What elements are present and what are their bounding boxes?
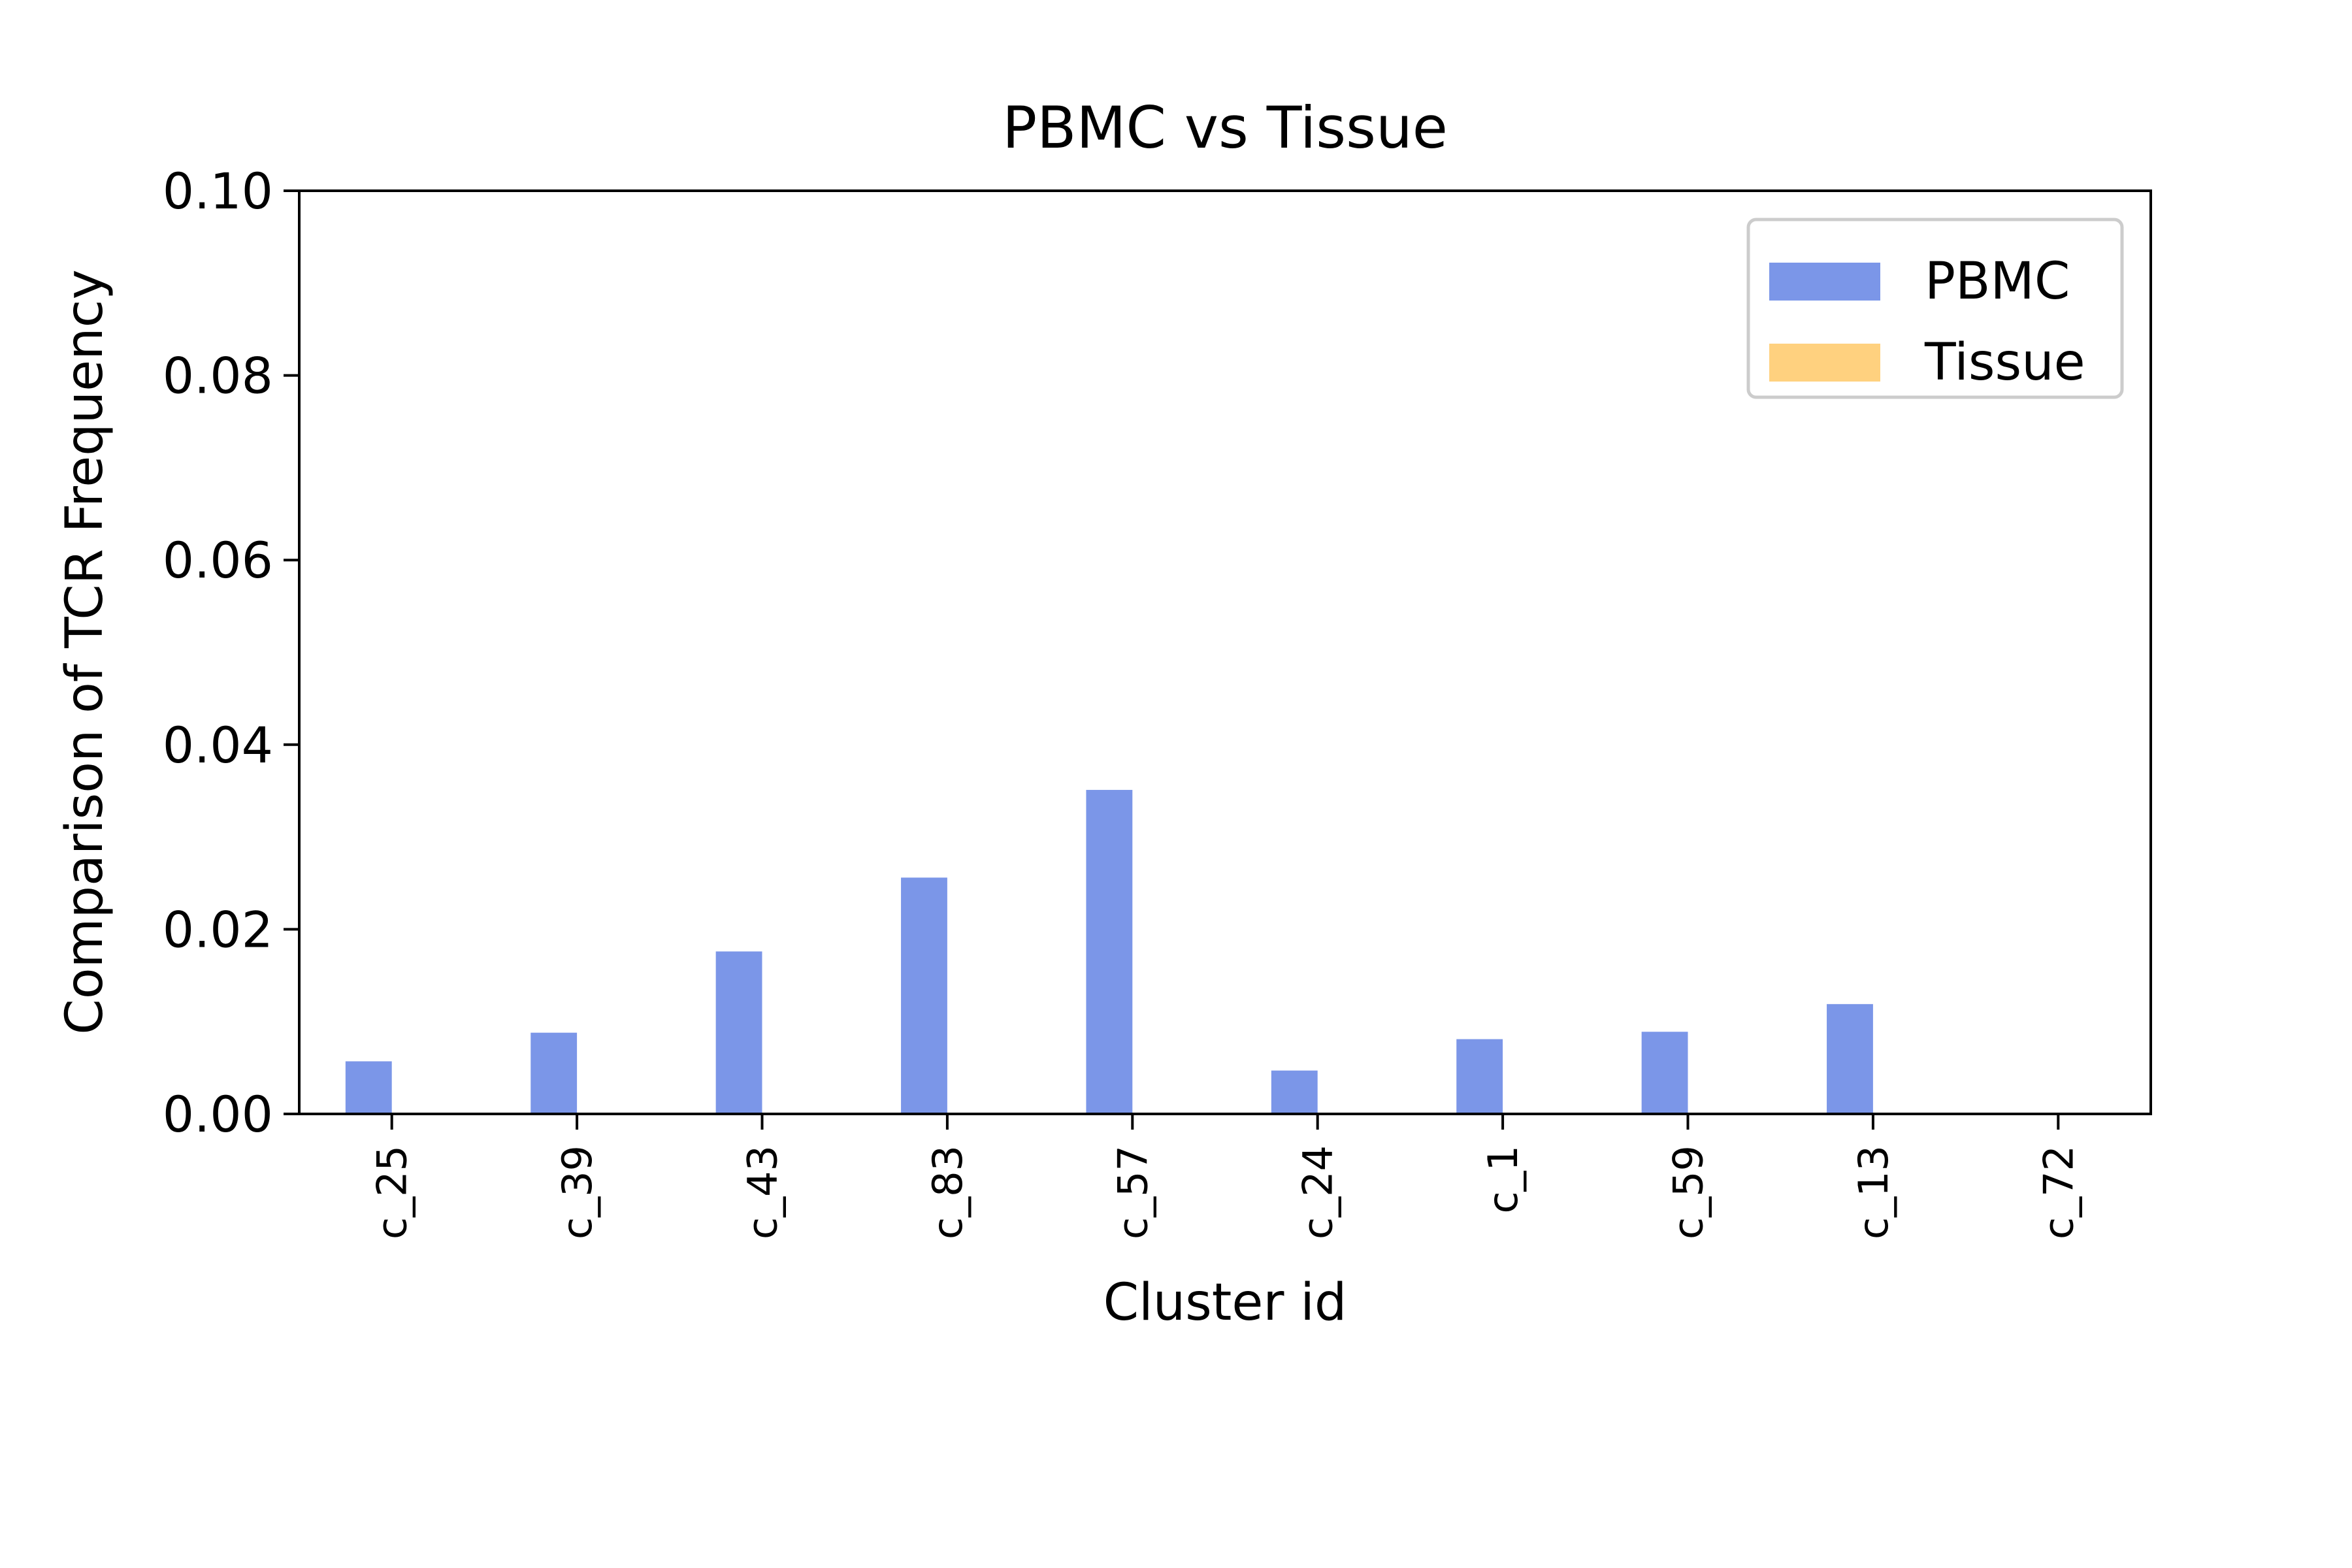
chart-title: PBMC vs Tissue [1002, 94, 1448, 161]
x-tick-label: c_1 [1479, 1145, 1527, 1214]
bars-layer [345, 790, 1873, 1114]
x-tick-label: c_59 [1665, 1145, 1712, 1239]
bar-pbmc-c_39 [531, 1032, 578, 1114]
bar-pbmc-c_1 [1456, 1039, 1503, 1114]
y-tick-label: 0.08 [163, 347, 273, 405]
y-tick-label: 0.00 [163, 1085, 273, 1143]
x-tick-label: c_24 [1294, 1145, 1342, 1239]
legend-label-pbmc: PBMC [1925, 252, 2070, 311]
x-tick-label: c_13 [1850, 1145, 1897, 1239]
x-tick-label: c_43 [739, 1145, 787, 1239]
x-tick-label: c_57 [1109, 1145, 1156, 1239]
plot-frame [298, 189, 2152, 1115]
axes-layer: c_25 c_39 c_43 c_83 c_57 c_24 c_1 c_59 c_13 c_72 0… [163, 162, 2083, 1239]
x-tick-label: c_72 [2034, 1145, 2082, 1239]
legend-items: PBMC Tissue [1769, 252, 2085, 392]
x-tick-label: c_39 [553, 1145, 601, 1239]
y-tick-label: 0.06 [163, 531, 273, 589]
bar-pbmc-c_25 [345, 1061, 392, 1114]
bar-pbmc-c_83 [901, 877, 947, 1114]
y-axis-label: Comparison of TCR Frequency [56, 269, 114, 1034]
bar-pbmc-c_13 [1827, 1004, 1873, 1114]
legend-swatch-pbmc [1769, 263, 1880, 301]
bar-pbmc-c_43 [715, 951, 762, 1114]
legend: PBMC Tissue [1746, 218, 2124, 399]
legend-label-tissue: Tissue [1924, 333, 2085, 392]
bar-pbmc-c_57 [1086, 790, 1133, 1114]
y-tick-label: 0.04 [163, 716, 273, 774]
bar-pbmc-c_59 [1641, 1032, 1688, 1114]
bar-pbmc-c_24 [1271, 1070, 1318, 1114]
legend-swatch-tissue [1769, 344, 1880, 382]
x-tick-label: c_25 [368, 1145, 416, 1239]
x-tick-label: c_83 [924, 1145, 972, 1239]
x-axis-label: Cluster id [1103, 1273, 1347, 1332]
y-tick-label: 0.10 [163, 162, 273, 220]
y-tick-label: 0.02 [163, 900, 273, 958]
